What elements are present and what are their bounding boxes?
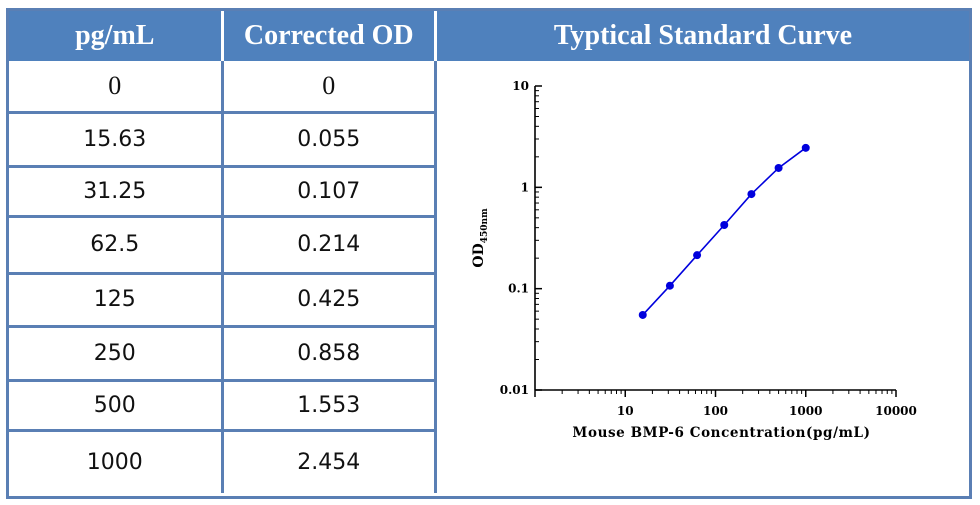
table-row: 0 0 10 100 1000 10000 0.01 0.1 1 10 Mouse BMP-6… (9, 61, 969, 441)
x-tick-label: 10 (617, 404, 634, 418)
chart-cell: 10 100 1000 10000 0.01 0.1 1 10 Mouse BMP-6 Con… (435, 61, 969, 493)
data-points (638, 143, 810, 319)
data-point (638, 310, 647, 319)
x-tick-label: 100 (703, 404, 728, 418)
data-point (774, 163, 783, 172)
data-point (747, 190, 756, 199)
x-tick-label: 1000 (789, 404, 822, 418)
table-row: 62.5 0.214 (9, 216, 969, 275)
y-axis-label: OD450nm (471, 208, 490, 268)
header-corrected-od: Corrected OD (222, 11, 437, 61)
data-point (720, 220, 729, 229)
table-row: 31.25 0.107 (9, 166, 969, 218)
table-row: 500 1.553 (9, 380, 969, 432)
x-axis-label: Mouse BMP-6 Concentration(pg/mL) (572, 425, 870, 441)
data-point (665, 281, 674, 290)
y-tick-label: 1 (521, 180, 529, 194)
data-point (801, 143, 810, 152)
header-standard-curve: Typtical Standard Curve (435, 11, 969, 61)
table-row: 250 0.858 (9, 326, 969, 382)
y-axis-label-main: OD (471, 243, 487, 267)
table-row: 15.63 0.055 (9, 112, 969, 168)
cell-od: 0.214 (222, 216, 437, 275)
cell-concentration: 125 (9, 273, 224, 328)
cell-concentration: 1000 (9, 430, 224, 493)
header-concentration: pg/mL (9, 11, 224, 61)
y-axis-label-sub: 450nm (480, 208, 490, 243)
y-tick-label: 0.01 (500, 383, 529, 397)
standard-curve-chart: 10 100 1000 10000 0.01 0.1 1 10 Mouse BMP-6 Con… (471, 79, 917, 441)
cell-concentration: 250 (9, 326, 224, 382)
data-point (693, 251, 702, 260)
cell-od: 0.858 (222, 326, 437, 382)
cell-concentration: 15.63 (9, 112, 224, 168)
cell-od: 0.425 (222, 273, 437, 328)
table-row: 1000 2.454 (9, 430, 969, 493)
cell-concentration: 62.5 (9, 216, 224, 275)
x-tick-label: 10000 (875, 404, 917, 418)
cell-od: 0 (222, 61, 437, 114)
cell-concentration: 500 (9, 380, 224, 432)
y-tick-label: 0.1 (508, 282, 529, 296)
table-row: 125 0.425 (9, 273, 969, 328)
cell-concentration: 0 (9, 61, 224, 114)
cell-od: 2.454 (222, 430, 437, 493)
cell-od: 0.055 (222, 112, 437, 168)
standard-table: pg/mL Corrected OD Typtical Standard Cur… (9, 11, 969, 493)
y-tick-label: 10 (512, 79, 529, 93)
tick-labels: 10 100 1000 10000 0.01 0.1 1 10 (500, 79, 917, 418)
cell-od: 1.553 (222, 380, 437, 432)
standard-curve-panel: pg/mL Corrected OD Typtical Standard Cur… (6, 8, 972, 499)
chart-axes (534, 85, 897, 397)
table-header-row: pg/mL Corrected OD Typtical Standard Cur… (9, 11, 969, 61)
series-line (642, 147, 807, 316)
cell-concentration: 31.25 (9, 166, 224, 218)
cell-od: 0.107 (222, 166, 437, 218)
